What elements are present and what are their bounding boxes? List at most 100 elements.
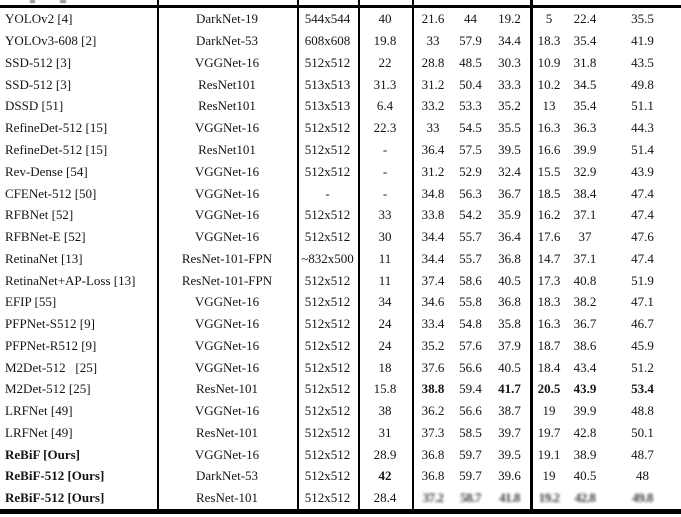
apl-cell: 47.4: [631, 251, 654, 265]
apl-cell: 49.8: [631, 77, 654, 91]
results-table: YOLOv2 [4] DarkNet-19 544x544 40 21.6 44 19.2 5…: [0, 8, 681, 509]
method-cell: RFBNet [52]: [5, 208, 74, 222]
ap50-cell: 52.9: [459, 164, 482, 178]
backbone-cell: VGGNet-16: [194, 338, 260, 352]
ap-cell: 36.2: [421, 404, 445, 418]
ap75-cell: 38.7: [498, 404, 521, 418]
ap75-cell: 35.5: [498, 121, 521, 135]
backbone-cell: VGGNet-16: [194, 404, 260, 418]
method-cell: RetinaNet+AP-Loss [13]: [5, 273, 136, 287]
ap75-cell: 41.8: [499, 491, 520, 505]
apl-cell: 47.4: [631, 208, 654, 222]
column-divider: [157, 0, 159, 509]
size-cell: 512x512: [304, 425, 351, 439]
ap75-cell: 36.7: [498, 186, 521, 200]
apm-cell: 37.1: [573, 208, 597, 222]
fps-cell: 31.3: [373, 77, 397, 91]
backbone-cell: DarkNet-19: [195, 12, 259, 26]
fps-cell: 22.3: [373, 121, 397, 135]
fps-cell: 24: [378, 338, 392, 352]
table-row: ReBiF-512 [Ours] DarkNet-53 512x512 42 36.8 5…: [0, 465, 681, 487]
fps-cell: 11: [378, 273, 392, 287]
apl-cell: 46.7: [631, 317, 654, 331]
ap50-cell: 56.6: [459, 360, 482, 374]
ap50-cell: 57.6: [459, 338, 482, 352]
ap-cell: 37.6: [421, 360, 445, 374]
backbone-cell: VGGNet-16: [194, 360, 260, 374]
apm-cell: 34.5: [573, 77, 597, 91]
method-cell: YOLOv3-608 [2]: [5, 34, 97, 48]
size-cell: 512x512: [304, 360, 351, 374]
ap75-cell: 33.3: [498, 77, 521, 91]
ap50-cell: 48.5: [459, 55, 482, 69]
apl-cell: 43.5: [631, 55, 654, 69]
column-divider: [297, 0, 299, 509]
fps-cell: 40: [378, 12, 392, 26]
aps-cell: 19.2: [538, 491, 560, 505]
cutoff-text-fragment: [60, 0, 66, 3]
table-bottom-rule: [0, 509, 681, 514]
fps-cell: 28.4: [373, 491, 397, 505]
apl-cell: 44.3: [631, 121, 654, 135]
size-cell: 544x544: [304, 12, 351, 26]
fps-cell: 34: [378, 295, 392, 309]
method-cell: M2Det-512 [25]: [5, 360, 98, 374]
ap75-cell: 41.7: [498, 382, 521, 396]
metric-group-divider: [530, 0, 533, 509]
aps-cell: 16.2: [537, 208, 561, 222]
fps-cell: -: [382, 164, 388, 178]
method-cell: ReBiF-512 [Ours]: [5, 469, 105, 483]
method-cell: M2Det-512 [25]: [5, 382, 91, 396]
aps-cell: 20.5: [537, 382, 561, 396]
method-cell: RefineDet-512 [15]: [5, 121, 108, 135]
backbone-cell: VGGNet-16: [194, 295, 260, 309]
table-row: RetinaNet+AP-Loss [13] ResNet-101-FPN 512x…: [0, 269, 681, 291]
method-cell: SSD-512 [3]: [5, 55, 72, 69]
fps-cell: -: [382, 142, 388, 156]
ap-cell: 37.3: [421, 425, 445, 439]
ap-cell: 33.4: [421, 317, 445, 331]
fps-cell: 28.9: [373, 447, 397, 461]
ap50-cell: 54.2: [459, 208, 482, 222]
aps-cell: 16.6: [537, 142, 561, 156]
table-row: M2Det-512 [25] ResNet-101 512x512 15.8 38.8 5…: [0, 378, 681, 400]
apl-cell: 51.1: [631, 99, 654, 113]
method-cell: RFBNet-E [52]: [5, 230, 86, 244]
apm-cell: 37.1: [573, 251, 597, 265]
ap-cell: 36.8: [421, 469, 445, 483]
method-cell: RefineDet-512 [15]: [5, 142, 108, 156]
ap75-cell: 19.2: [498, 12, 521, 26]
size-cell: ~832x500: [301, 251, 354, 265]
fps-cell: 33: [378, 208, 392, 222]
apl-cell: 48.7: [631, 447, 654, 461]
table-row: RefineDet-512 [15] VGGNet-16 512x512 22.3 33…: [0, 117, 681, 139]
ap75-cell: 30.3: [498, 55, 521, 69]
fps-cell: -: [382, 186, 388, 200]
aps-cell: 15.5: [537, 164, 561, 178]
size-cell: 608x608: [304, 34, 351, 48]
table-row: RetinaNet [13] ResNet-101-FPN ~832x500 11 34…: [0, 247, 681, 269]
apl-cell: 48: [636, 469, 649, 483]
aps-cell: 19.7: [537, 425, 561, 439]
apm-cell: 38.6: [573, 338, 597, 352]
backbone-cell: ResNet-101: [195, 425, 259, 439]
ap50-cell: 44: [464, 12, 477, 26]
ap50-cell: 59.7: [459, 469, 482, 483]
table-row: DSSD [51] ResNet101 513x513 6.4 33.2 53.3 35.2…: [0, 95, 681, 117]
apm-cell: 35.4: [573, 34, 597, 48]
ap75-cell: 35.8: [498, 317, 521, 331]
aps-cell: 19: [542, 469, 556, 483]
aps-cell: 17.6: [537, 230, 561, 244]
fps-cell: 11: [378, 251, 392, 265]
method-cell: DSSD [51]: [5, 99, 64, 113]
ap-cell: 34.6: [421, 295, 445, 309]
method-cell: CFENet-512 [50]: [5, 186, 97, 200]
method-cell: RetinaNet [13]: [5, 251, 83, 265]
apm-cell: 31.8: [573, 55, 597, 69]
size-cell: 512x512: [304, 142, 351, 156]
size-cell: 512x512: [304, 295, 351, 309]
aps-cell: 13: [542, 99, 556, 113]
ap75-cell: 37.9: [498, 338, 521, 352]
aps-cell: 16.3: [537, 121, 561, 135]
